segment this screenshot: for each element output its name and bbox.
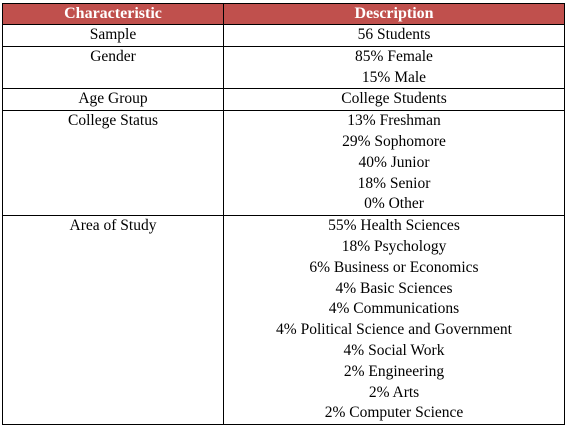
- header-description: Description: [223, 3, 565, 25]
- description-line: 6% Business or Economics: [309, 258, 479, 276]
- characteristic-cell: Age Group: [2, 88, 224, 112]
- description-line: 2% Engineering: [343, 362, 445, 380]
- description-line: 85% Female: [355, 47, 433, 65]
- description-cell: 13% Freshman 29% Sophomore 40% Junior 18…: [223, 110, 565, 217]
- description-line: 0% Other: [364, 195, 424, 213]
- characteristic-label: Gender: [90, 47, 136, 65]
- characteristic-label: Sample: [89, 26, 137, 43]
- table-row: Area of Study 55% Health Sciences 18% Ps…: [2, 215, 565, 426]
- description-line: 4% Communications: [328, 300, 460, 318]
- characteristic-cell: College Status: [2, 110, 224, 217]
- description-line: 4% Political Science and Government: [276, 321, 512, 339]
- demographics-table-container: Characteristic Description Sample 56 Stu…: [2, 3, 565, 426]
- description-line: 40% Junior: [358, 153, 430, 171]
- table-row: Gender 85% Female 15% Male: [2, 45, 565, 90]
- description-line: 56 Students: [357, 26, 431, 43]
- characteristic-cell: Area of Study: [2, 215, 224, 426]
- description-line: 4% Basic Sciences: [335, 279, 453, 297]
- description-cell: 55% Health Sciences 18% Psychology 6% Bu…: [223, 215, 565, 426]
- characteristic-label: College Status: [68, 112, 158, 130]
- description-cell: 85% Female 15% Male: [223, 45, 565, 90]
- description-line: 29% Sophomore: [342, 132, 446, 150]
- table-row: Sample 56 Students: [2, 24, 565, 47]
- description-line: 4% Social Work: [343, 341, 445, 359]
- description-line: 2% Computer Science: [324, 404, 464, 422]
- table-header-row: Characteristic Description: [2, 3, 565, 25]
- characteristic-cell: Sample: [2, 24, 224, 47]
- table-row: Age Group College Students: [2, 88, 565, 112]
- description-cell: College Students: [223, 88, 565, 112]
- characteristic-cell: Gender: [2, 45, 224, 90]
- header-characteristic: Characteristic: [2, 3, 224, 25]
- characteristic-label: Age Group: [78, 90, 148, 108]
- description-line: College Students: [341, 90, 447, 108]
- description-line: 2% Arts: [368, 383, 420, 401]
- characteristic-label: Area of Study: [69, 217, 157, 235]
- description-line: 15% Male: [361, 68, 427, 86]
- description-line: 55% Health Sciences: [328, 217, 460, 235]
- description-line: 13% Freshman: [347, 112, 441, 130]
- description-line: 18% Psychology: [341, 237, 447, 255]
- description-cell: 56 Students: [223, 24, 565, 47]
- description-line: 18% Senior: [357, 174, 431, 192]
- table-row: College Status 13% Freshman 29% Sophomor…: [2, 110, 565, 217]
- demographics-table: Characteristic Description Sample 56 Stu…: [2, 3, 565, 426]
